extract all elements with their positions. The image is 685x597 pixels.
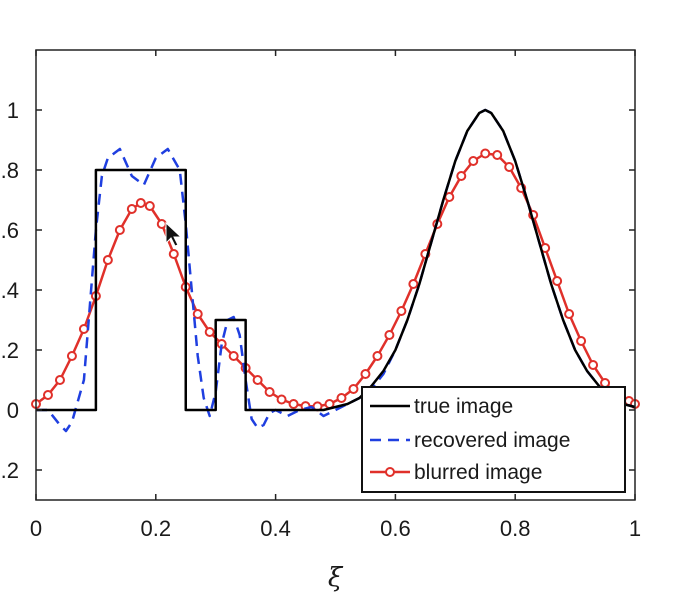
x-tick-label: 0.2 — [141, 516, 172, 541]
data-point — [42, 390, 53, 400]
data-point — [288, 399, 299, 409]
data-point — [468, 156, 479, 166]
x-tick-label: 0.8 — [500, 516, 531, 541]
data-point — [144, 201, 155, 211]
data-point — [456, 171, 467, 181]
data-point — [228, 351, 239, 361]
x-axis-label: ξ — [328, 563, 344, 593]
data-point — [114, 225, 125, 235]
data-point — [135, 198, 146, 208]
series-line-blurred-image — [35, 152, 636, 408]
data-point — [156, 219, 167, 229]
data-point — [384, 330, 395, 340]
data-point — [252, 375, 263, 385]
x-tick-label: 1 — [629, 516, 641, 541]
data-point — [168, 249, 179, 259]
data-point — [444, 192, 455, 202]
mouse-cursor-icon — [165, 221, 183, 247]
legend-box — [361, 386, 626, 493]
y-tick-label: .8 — [1, 158, 19, 183]
data-point — [576, 336, 587, 346]
data-point — [360, 369, 371, 379]
legend-label-recovered-image: recovered image — [414, 429, 570, 452]
data-point — [588, 360, 599, 370]
data-point — [492, 150, 503, 160]
x-tick-label: 0.6 — [380, 516, 411, 541]
data-point — [192, 309, 203, 319]
y-axis-tick-labels: .2 0 .2 .4 .6 .8 1 — [1, 98, 19, 483]
data-point — [336, 393, 347, 403]
data-point — [78, 324, 89, 334]
data-point — [480, 148, 491, 159]
series-layer — [31, 108, 640, 433]
data-point — [264, 387, 275, 397]
x-tick-label: 0 — [30, 516, 42, 541]
y-tick-label: 1 — [7, 98, 19, 123]
data-point — [372, 351, 383, 361]
data-point — [348, 384, 359, 394]
data-point — [600, 378, 611, 388]
data-point — [126, 204, 137, 214]
plot-area-frame — [35, 49, 636, 501]
data-point — [102, 255, 113, 265]
series-line-true-image — [36, 108, 636, 412]
y-tick-label: .2 — [1, 458, 19, 483]
data-point — [564, 309, 575, 319]
data-point — [408, 279, 419, 289]
data-point — [504, 162, 515, 172]
y-tick-label: .2 — [1, 338, 19, 363]
y-tick-label: .4 — [1, 278, 19, 303]
ticks-layer — [35, 50, 636, 500]
data-point — [54, 375, 65, 385]
y-tick-label: 0 — [7, 398, 19, 423]
legend-marker-blurred-image — [385, 467, 395, 477]
data-point — [396, 306, 407, 316]
data-point — [66, 351, 77, 361]
legend-label-true-image: true image — [414, 395, 513, 418]
legend-label-blurred-image: blurred image — [414, 461, 542, 484]
x-axis-tick-labels: 0 0.2 0.4 0.6 0.8 1 — [30, 516, 641, 541]
data-point — [552, 276, 563, 286]
y-tick-label: .6 — [1, 218, 19, 243]
legend: true image recovered image blurred image — [361, 386, 626, 493]
x-tick-label: 0.4 — [260, 516, 291, 541]
data-point — [276, 394, 287, 405]
data-point — [204, 327, 215, 337]
